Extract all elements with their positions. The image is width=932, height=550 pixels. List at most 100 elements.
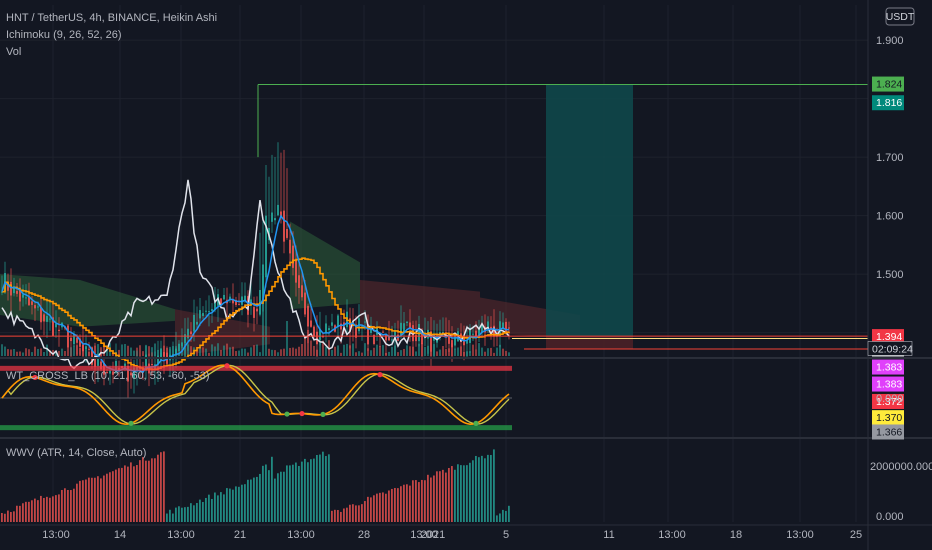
volume-bar [1, 344, 3, 356]
candle [466, 325, 468, 358]
wwv-bar [316, 454, 318, 522]
wwv-bar [202, 501, 204, 522]
wwv-bar [37, 500, 39, 522]
volume-bar [295, 348, 297, 356]
volume-legend[interactable]: Vol [6, 46, 21, 58]
wwv-bar [277, 473, 279, 522]
ichimoku-legend[interactable]: Ichimoku (9, 26, 52, 26) [6, 29, 122, 41]
volume-bar [436, 351, 438, 356]
wwv-bar [130, 462, 132, 522]
wwv-legend[interactable]: WWV (ATR, 14, Close, Auto) [6, 447, 146, 459]
x-tick: 13:00 [287, 529, 315, 541]
wwv-y-tick-top: 2000000.000 [870, 461, 932, 473]
cloud-segment [80, 279, 175, 327]
volume-bar [262, 276, 264, 356]
x-tick: 28 [358, 529, 370, 541]
wwv-bar [58, 494, 60, 522]
wwv-bar [28, 501, 30, 522]
wwv-bar [205, 497, 207, 522]
svg-text:1.816: 1.816 [876, 97, 902, 109]
volume-bar [55, 351, 57, 356]
wwv-bar [469, 462, 471, 522]
wt-signal-line [1, 364, 510, 425]
candle [40, 295, 42, 330]
wwv-bar [346, 507, 348, 522]
volume-bar [397, 352, 399, 356]
price-axis[interactable]: 1.9001.5001.6001.7001.8241.8161.3941.390… [867, 35, 932, 523]
volume-bar [343, 344, 345, 356]
wwv-bar [295, 462, 297, 522]
volume-bar [133, 350, 135, 356]
wwv-bar [154, 458, 156, 522]
volume-bar [142, 351, 144, 356]
volume-bar [502, 348, 504, 356]
volume-bar [217, 343, 219, 356]
candle [16, 283, 18, 297]
volume-bar [382, 345, 384, 356]
wwv-bar [145, 460, 147, 522]
wwv-bar [265, 464, 267, 522]
volume-bar [373, 347, 375, 356]
volume-bar [442, 346, 444, 356]
volume-bar [409, 346, 411, 356]
volume-bar [370, 350, 372, 356]
candle [238, 293, 240, 306]
candle [208, 295, 210, 327]
volume-bar [355, 352, 357, 356]
volume-bar [37, 348, 39, 356]
wwv-bar [67, 489, 69, 522]
volume-bar [325, 346, 327, 356]
candle [406, 321, 408, 327]
volume-bar [454, 348, 456, 356]
wwv-bar [178, 506, 180, 522]
wwv-bar [199, 499, 201, 522]
volume-bar [289, 347, 291, 356]
volume-bar [67, 346, 69, 356]
volume-bar [415, 351, 417, 356]
x-tick: 21 [234, 529, 246, 541]
wwv-bar [331, 510, 333, 522]
wwv-bar [142, 457, 144, 522]
wwv-bar [61, 489, 63, 522]
candle [181, 328, 183, 349]
price-tag: 1.366 [872, 424, 904, 440]
symbol-legend[interactable]: HNT / TetherUS, 4h, BINANCE, Heikin Ashi [6, 12, 217, 24]
stop-zone[interactable] [546, 336, 633, 349]
candle [58, 317, 60, 347]
wwv-bar [355, 505, 357, 522]
volume-bar [505, 350, 507, 356]
wwv-bar [214, 492, 216, 522]
currency-button[interactable]: USDT [885, 7, 915, 26]
wt-cross-dot [32, 374, 38, 381]
wwv-bar [340, 511, 342, 522]
wwv-bar [439, 471, 441, 522]
volume-bar [253, 345, 255, 356]
volume-bar [10, 349, 12, 356]
target-zone[interactable] [546, 84, 633, 337]
wwv-bar [163, 451, 165, 522]
candle [256, 296, 258, 325]
wwv-bar [490, 454, 492, 522]
wwv-bar [388, 490, 390, 522]
volume-bar [121, 344, 123, 356]
volume-bar [22, 352, 24, 356]
volume-bar [388, 351, 390, 356]
wwv-bar [508, 505, 510, 522]
volume-bar [151, 347, 153, 356]
volume-bar [190, 346, 192, 356]
wt-cross-dot [284, 411, 290, 417]
wwv-bar [82, 480, 84, 522]
wwv-bar [487, 454, 489, 522]
volume-bar [16, 351, 18, 356]
wwv-bar [445, 472, 447, 522]
wwv-bar [157, 454, 159, 522]
long-position-tool[interactable] [546, 84, 633, 349]
wwv-bar [472, 460, 474, 522]
wt-cross-legend[interactable]: WT_CROSS_LB (10, 21, 60, 53, -60, -53) [6, 370, 210, 382]
wwv-bar [352, 504, 354, 522]
wwv-bar [148, 460, 150, 522]
